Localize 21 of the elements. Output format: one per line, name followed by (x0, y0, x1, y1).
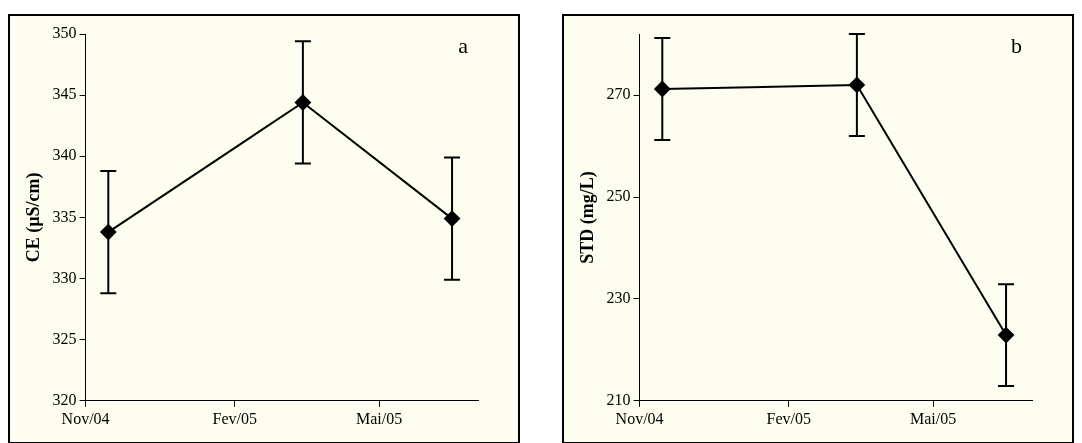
y-tick-label: 210 (606, 391, 631, 408)
y-axis-title: CE (µS/cm) (23, 172, 45, 263)
y-tick-label: 230 (606, 289, 631, 307)
x-tick-label: Fev/05 (766, 409, 811, 427)
y-tick-label: 350 (52, 24, 77, 42)
y-tick-label: 325 (52, 329, 77, 347)
y-tick-label: 335 (52, 207, 77, 225)
annotation: a (458, 32, 469, 58)
x-tick-label: Nov/04 (61, 409, 110, 427)
annotation: b (1011, 32, 1022, 58)
y-tick-label: 345 (52, 85, 77, 103)
y-tick-label: 250 (606, 187, 631, 205)
x-tick-label: Mai/05 (909, 409, 957, 427)
y-tick-label: 330 (52, 268, 77, 286)
x-tick-label: Nov/04 (615, 409, 664, 427)
y-axis-title: STD (mg/L) (577, 171, 599, 264)
y-tick-label: 270 (606, 85, 631, 103)
x-tick-label: Fev/05 (212, 409, 257, 427)
y-tick-label: 320 (52, 391, 77, 408)
y-tick-label: 340 (52, 146, 77, 164)
x-tick-label: Mai/05 (355, 409, 403, 427)
